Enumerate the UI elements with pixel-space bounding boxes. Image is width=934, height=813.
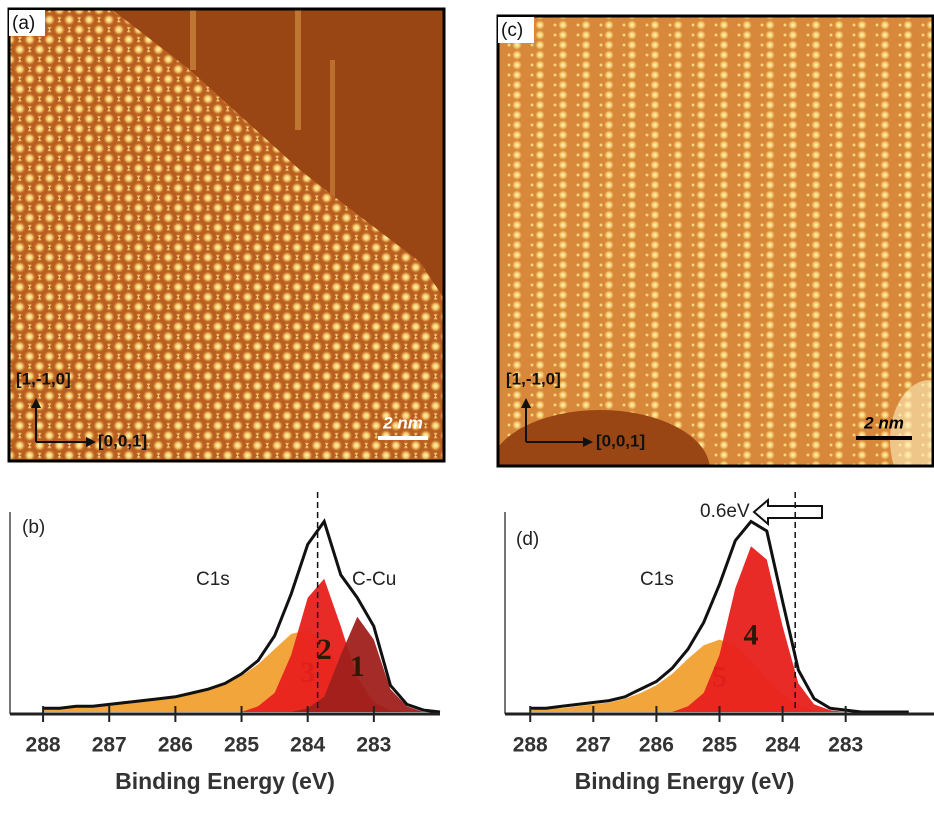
- x-tick-label: 286: [639, 734, 674, 757]
- scale-label: 2 nm: [382, 413, 423, 432]
- envelope: [43, 518, 441, 714]
- x-tick-label: 283: [828, 734, 863, 757]
- core-level: C1s: [640, 569, 674, 590]
- x-tick-label: 283: [356, 734, 391, 757]
- panel-label: (c): [501, 20, 523, 41]
- label-box: [9, 10, 45, 36]
- x-tick-label: 287: [576, 734, 611, 757]
- core-level: C1s: [196, 569, 230, 590]
- x-tick-label: 285: [224, 734, 259, 757]
- panel-label: (b): [22, 517, 45, 538]
- arrow-head: [31, 398, 41, 408]
- x-tick-label: 287: [92, 734, 127, 757]
- x-tick-label: 285: [702, 734, 737, 757]
- label-box: [498, 17, 534, 43]
- direction-label: [1,-1,0]: [16, 369, 71, 388]
- peak-label: 2: [317, 633, 332, 666]
- direction-label: [0,0,1]: [98, 431, 147, 450]
- peak-area: [43, 616, 440, 712]
- arrow-head: [583, 437, 593, 447]
- direction-label: [1,-1,0]: [506, 369, 561, 388]
- scale-label: 2 nm: [863, 413, 904, 432]
- annotation: C-Cu: [352, 569, 396, 590]
- peak-label: 4: [744, 618, 759, 651]
- peak-area: [530, 546, 909, 712]
- frame: [7, 7, 446, 463]
- annotation: 0.6eV: [700, 501, 750, 522]
- frame: [496, 14, 934, 468]
- arrow-head: [86, 437, 96, 447]
- x-tick-label: 284: [290, 734, 325, 757]
- panel-label: (d): [516, 529, 539, 550]
- stm-image-a: [8, 8, 445, 462]
- x-axis-label: Binding Energy (eV): [115, 768, 335, 794]
- shift-arrow: [752, 497, 823, 527]
- x-tick-label: 284: [765, 734, 800, 757]
- stm-image-c: [497, 15, 934, 467]
- x-tick-label: 286: [158, 734, 193, 757]
- peak-label: 1: [350, 650, 365, 683]
- arrow-head: [521, 398, 531, 408]
- direction-label: [0,0,1]: [596, 431, 645, 450]
- x-tick-label: 288: [513, 734, 548, 757]
- x-tick-label: 288: [26, 734, 61, 757]
- x-axis-label: Binding Energy (eV): [575, 768, 795, 794]
- panel-label: (a): [12, 13, 35, 34]
